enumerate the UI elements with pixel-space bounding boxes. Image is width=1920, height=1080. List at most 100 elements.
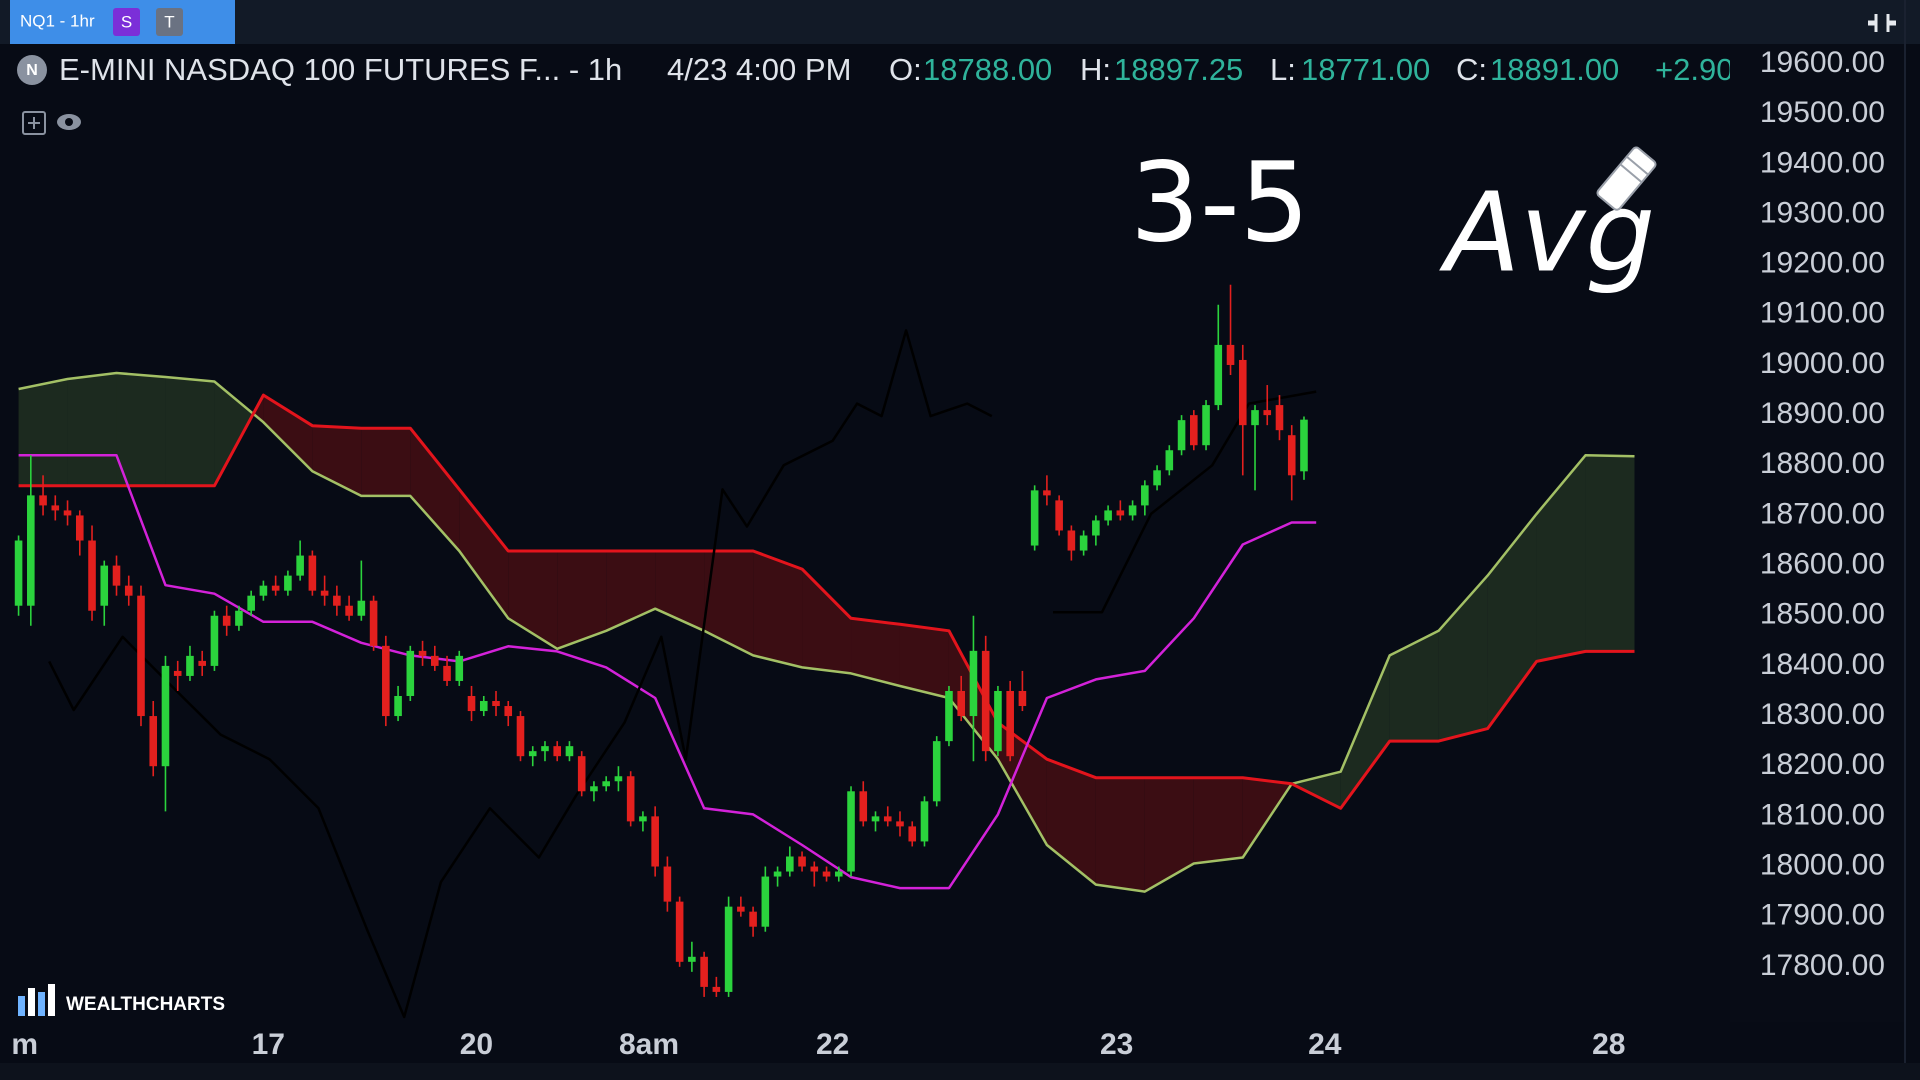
candle-body (235, 610, 243, 626)
cloud-fill (704, 551, 754, 656)
candle-body (724, 906, 733, 992)
cloud-fill (1095, 777, 1145, 892)
candle-body (1165, 450, 1174, 471)
brand-logo (18, 984, 55, 1016)
candle-body (565, 746, 574, 757)
cloud-fill (214, 381, 254, 486)
candle-body (1177, 420, 1186, 451)
candle-body (333, 595, 341, 606)
bar-time: 4/23 4:00 PM (667, 52, 852, 87)
cloud-fill (1487, 513, 1537, 729)
candle-body (541, 746, 549, 752)
candle-body (590, 786, 598, 792)
candle-body (479, 701, 488, 712)
candle-body (1055, 500, 1063, 531)
cloud-fill (508, 551, 558, 649)
candle-body (467, 695, 476, 712)
candle-body (284, 575, 292, 591)
y-tick-label: 19300.00 (1760, 196, 1885, 229)
cloud-fill (1585, 455, 1635, 652)
y-tick-label: 18100.00 (1760, 798, 1885, 831)
low-label: L: (1270, 52, 1296, 87)
candle-body (1153, 470, 1161, 486)
cloud-fill (165, 377, 215, 486)
candle-body (88, 540, 96, 611)
annotation: 3-5 (1130, 138, 1310, 266)
candle-body (932, 741, 941, 802)
candle-body (198, 660, 206, 666)
indicator-line (48, 329, 993, 1019)
candle-body (700, 956, 708, 987)
cloud-fill (410, 428, 460, 552)
x-tick-label: 28 (1592, 1028, 1625, 1061)
cloud-fill (606, 551, 656, 631)
x-tick-label: 24 (1308, 1028, 1342, 1061)
candle-body (247, 595, 255, 611)
candle-body (75, 515, 84, 541)
candle-body (994, 690, 1002, 752)
candle-body (957, 690, 965, 717)
add-indicator-icon[interactable] (22, 111, 46, 135)
tab-label: NQ1 - 1hr (20, 11, 95, 30)
candle-body (663, 866, 672, 902)
candle-body (1104, 510, 1112, 521)
candle-body (786, 856, 794, 872)
candle-body (369, 600, 378, 646)
candle-body (455, 655, 464, 681)
y-axis-panel (1730, 44, 1905, 1022)
cloud-fill (1389, 630, 1439, 742)
candle-body (259, 585, 268, 596)
change-value: +2.90 (1655, 52, 1730, 87)
open-value: 18788.00 (923, 52, 1053, 87)
cloud-fill (802, 569, 852, 674)
candle-body (528, 751, 537, 757)
y-tick-label: 18500.00 (1760, 598, 1885, 631)
y-tick-label: 19200.00 (1760, 247, 1885, 280)
candle-body (908, 826, 917, 842)
x-tick-label: 8am (619, 1028, 679, 1061)
candle-body (553, 746, 562, 757)
badge-s[interactable] (113, 8, 140, 36)
candle-body (1141, 485, 1149, 506)
candle-body (1116, 510, 1125, 516)
candle-body (1043, 490, 1051, 496)
badge-t[interactable] (156, 8, 183, 36)
cloud-fill (1144, 777, 1194, 892)
candle-body (1018, 690, 1027, 707)
candle-body (1079, 535, 1088, 551)
cloud-fill (18, 379, 68, 486)
candle-body (1030, 490, 1039, 546)
cloud-fill (312, 425, 362, 496)
visibility-icon[interactable] (57, 114, 81, 130)
candle-body (761, 876, 770, 927)
fullscreen-icon[interactable] (1868, 14, 1896, 32)
cloud-fill (116, 372, 166, 486)
candle-body (210, 615, 219, 666)
candle-body (822, 871, 831, 877)
symbol-name: E-MINI NASDAQ 100 FUTURES F... - 1h (59, 52, 623, 87)
candle-body (492, 701, 500, 707)
candle-body (1226, 344, 1235, 365)
symbol-icon (17, 55, 47, 85)
candle-body (382, 645, 390, 717)
y-tick-label: 19400.00 (1760, 146, 1885, 179)
candle-body (124, 585, 133, 596)
candle-body (945, 690, 953, 742)
candle-body (1251, 410, 1259, 426)
y-tick-label: 18900.00 (1760, 397, 1885, 430)
cloud-fill (1340, 655, 1390, 809)
candle-body (100, 565, 109, 606)
candle-body (418, 650, 427, 656)
candle-body (883, 816, 892, 822)
candle-body (834, 871, 843, 877)
candle-body (406, 650, 415, 696)
legend-row: E-MINI NASDAQ 100 FUTURES F... - 1h 4/23… (0, 0, 1730, 120)
candle-body (173, 670, 182, 676)
candle-body (626, 776, 635, 822)
candle-body (161, 665, 170, 767)
top-bar (0, 0, 1920, 44)
y-tick-label: 18200.00 (1760, 748, 1885, 781)
y-tick-label: 19500.00 (1760, 96, 1885, 129)
